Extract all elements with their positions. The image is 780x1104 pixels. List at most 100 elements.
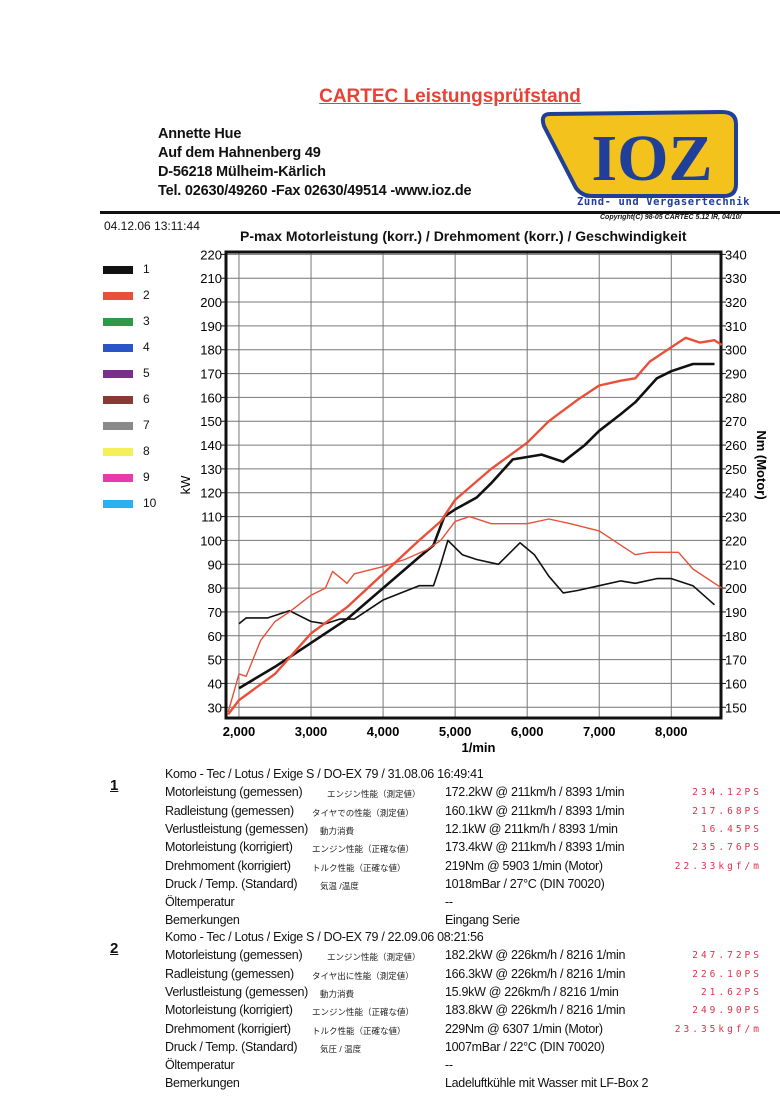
result-label: Motorleistung (korrigiert) xyxy=(165,840,293,855)
y-tick-label: 130 xyxy=(200,462,222,477)
y-right-tick-label: 150 xyxy=(725,700,747,715)
result-value: Ladeluftkühle mit Wasser mit LF-Box 2 xyxy=(445,1076,649,1091)
address-street: Auf dem Hahnenberg 49 xyxy=(158,145,321,161)
y-right-tick-label: 330 xyxy=(725,271,747,286)
y-right-tick-label: 290 xyxy=(725,367,747,382)
series-line-1 xyxy=(238,362,715,690)
y-tick-label: 220 xyxy=(200,247,222,262)
plot-frame xyxy=(224,250,723,720)
y-right-tick-label: 170 xyxy=(725,653,747,668)
y-tick-label: 80 xyxy=(208,581,222,596)
series-line-2 xyxy=(238,539,716,625)
y-right-tick-label: 260 xyxy=(725,438,747,453)
result-ps: 22.33kgf/m xyxy=(674,860,762,872)
legend-swatch-7 xyxy=(103,422,133,430)
y-right-tick-label: 300 xyxy=(725,343,747,358)
run-header: Komo - Tec / Lotus / Exige S / DO-EX 79 … xyxy=(165,767,484,781)
result-label: Bemerkungen xyxy=(165,913,240,928)
result-value: Eingang Serie xyxy=(445,913,520,928)
y-tick-label: 120 xyxy=(200,486,222,501)
result-ps: 16.45PS xyxy=(700,823,762,835)
address-city: D-56218 Mülheim-Kärlich xyxy=(158,164,326,180)
result-label-jp: 気圧 / 温度 xyxy=(320,1043,362,1054)
y-tick-label: 160 xyxy=(200,390,222,405)
logo-subtitle: Zünd- und Vergasertechnik xyxy=(577,196,751,208)
result-label: Motorleistung (gemessen) xyxy=(165,785,303,800)
result-label: Druck / Temp. (Standard) xyxy=(165,876,298,891)
legend-swatch-9 xyxy=(103,474,133,482)
result-label: Verlustleistung (gemessen) xyxy=(165,821,308,836)
result-ps: 217.68PS xyxy=(692,805,762,817)
result-ps: 23.35kgf/m xyxy=(674,1023,762,1035)
y-right-tick-label: 270 xyxy=(725,414,747,429)
logo-text: IOZ xyxy=(591,122,712,195)
result-value: 12.1kW @ 211km/h / 8393 1/min xyxy=(445,821,618,836)
result-value: 219Nm @ 5903 1/min (Motor) xyxy=(445,858,603,873)
print-date: 04.12.06 13:11:44 xyxy=(104,219,200,233)
legend-label-2: 2 xyxy=(143,288,150,302)
result-label: Druck / Temp. (Standard) xyxy=(165,1039,298,1054)
y-tick-label: 190 xyxy=(200,319,222,334)
dyno-chart: 30 150 40 160 50 170 60 180 70 190 80 200 90 210 100 22… xyxy=(178,247,769,755)
x-tick-label: 3,000 xyxy=(295,724,328,739)
x-tick-label: 7,000 xyxy=(583,724,616,739)
legend-label-9: 9 xyxy=(143,470,150,484)
y-tick-label: 90 xyxy=(208,557,222,572)
y-tick-label: 170 xyxy=(200,367,222,382)
legend-swatch-2 xyxy=(103,292,133,300)
result-value: 15.9kW @ 226km/h / 8216 1/min xyxy=(445,984,619,999)
y-right-axis-label: Nm (Motor) xyxy=(754,430,769,499)
chart-title: P-max Motorleistung (korr.) / Drehmoment… xyxy=(240,228,687,244)
y-tick-label: 200 xyxy=(200,295,222,310)
legend-swatch-10 xyxy=(103,500,133,508)
result-label: Motorleistung (gemessen) xyxy=(165,948,303,963)
result-value: 166.3kW @ 226km/h / 8216 1/min xyxy=(445,966,626,981)
y-right-tick-label: 210 xyxy=(725,557,747,572)
result-label-jp: エンジン性能（正確な値） xyxy=(312,1007,415,1018)
y-tick-label: 110 xyxy=(201,510,222,525)
y-right-tick-label: 230 xyxy=(725,510,747,525)
result-ps: 247.72PS xyxy=(692,950,762,962)
run-number: 1 xyxy=(110,777,119,794)
x-tick-label: 4,000 xyxy=(367,724,400,739)
y-tick-label: 30 xyxy=(208,700,222,715)
result-label-jp: タイヤ出に性能（測定値） xyxy=(312,970,414,981)
result-label: Radleistung (gemessen) xyxy=(165,966,294,981)
result-label: Drehmoment (korrigiert) xyxy=(165,858,291,873)
y-tick-label: 140 xyxy=(200,438,222,453)
y-right-tick-label: 220 xyxy=(725,533,747,548)
result-label-jp: 気温 /温度 xyxy=(320,880,359,891)
legend-label-7: 7 xyxy=(143,418,150,432)
result-label-jp: エンジン性能（測定値） xyxy=(327,789,421,800)
legend-label-10: 10 xyxy=(143,496,157,510)
address-name: Annette Hue xyxy=(158,126,242,142)
result-label-jp: タイヤでの性能（測定値） xyxy=(312,807,414,818)
result-label: Drehmoment (korrigiert) xyxy=(165,1021,291,1036)
y-right-tick-label: 320 xyxy=(725,295,747,310)
legend-swatch-8 xyxy=(103,448,133,456)
result-label: Bemerkungen xyxy=(165,1076,240,1091)
legend-label-5: 5 xyxy=(143,366,150,380)
result-label-jp: エンジン性能（測定値） xyxy=(327,952,421,963)
result-value: 172.2kW @ 211km/h / 8393 1/min xyxy=(445,785,625,800)
legend-label-8: 8 xyxy=(143,444,150,458)
legend-label-1: 1 xyxy=(143,262,150,276)
result-value: 1018mBar / 27°C (DIN 70020) xyxy=(445,876,605,891)
y-tick-label: 150 xyxy=(200,414,222,429)
result-label: Öltemperatur xyxy=(165,1058,235,1073)
x-tick-label: 8,000 xyxy=(655,724,688,739)
y-axis-label: kW xyxy=(178,475,193,495)
result-value: 1007mBar / 22°C (DIN 70020) xyxy=(445,1039,605,1054)
x-tick-label: 5,000 xyxy=(439,724,472,739)
legend-label-6: 6 xyxy=(143,392,150,406)
legend-swatch-5 xyxy=(103,370,133,378)
result-label: Öltemperatur xyxy=(165,895,235,910)
result-label: Radleistung (gemessen) xyxy=(165,803,294,818)
y-right-tick-label: 160 xyxy=(725,676,747,691)
legend-swatch-4 xyxy=(103,344,133,352)
result-label-jp: 動力消費 xyxy=(320,825,355,836)
y-right-tick-label: 310 xyxy=(725,319,747,334)
result-value: 173.4kW @ 211km/h / 8393 1/min xyxy=(445,840,625,855)
x-tick-label: 6,000 xyxy=(511,724,544,739)
